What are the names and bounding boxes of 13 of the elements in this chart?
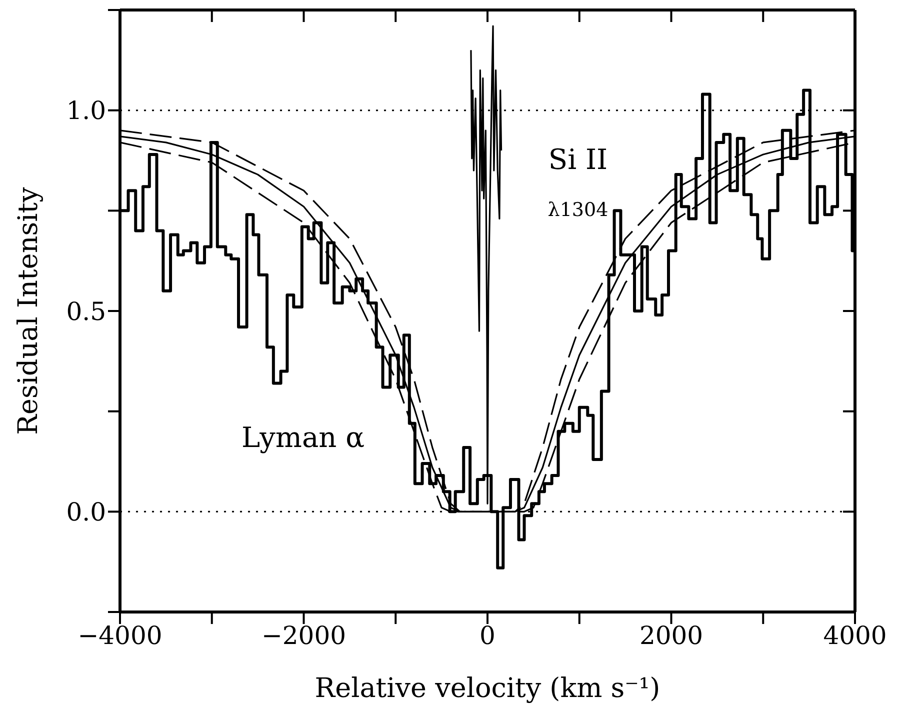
annotation: Lyman α [240, 421, 366, 455]
x-tick-label: −2000 [261, 620, 346, 650]
y-tick-label: 1.0 [66, 96, 106, 126]
x-tick-label: 0 [480, 620, 496, 650]
y-tick-label: 0.0 [66, 498, 106, 527]
x-axis-title: Relative velocity (km s⁻¹) [314, 673, 660, 704]
annotation: Si II [547, 143, 609, 177]
y-axis-title: Residual Intensity [13, 186, 44, 435]
x-tick-label: 2000 [639, 620, 704, 650]
x-tick-label: 4000 [823, 620, 887, 650]
annotation: λ1304 [546, 198, 610, 222]
y-tick-label: 0.5 [66, 296, 106, 326]
x-tick-label: −4000 [78, 620, 162, 650]
